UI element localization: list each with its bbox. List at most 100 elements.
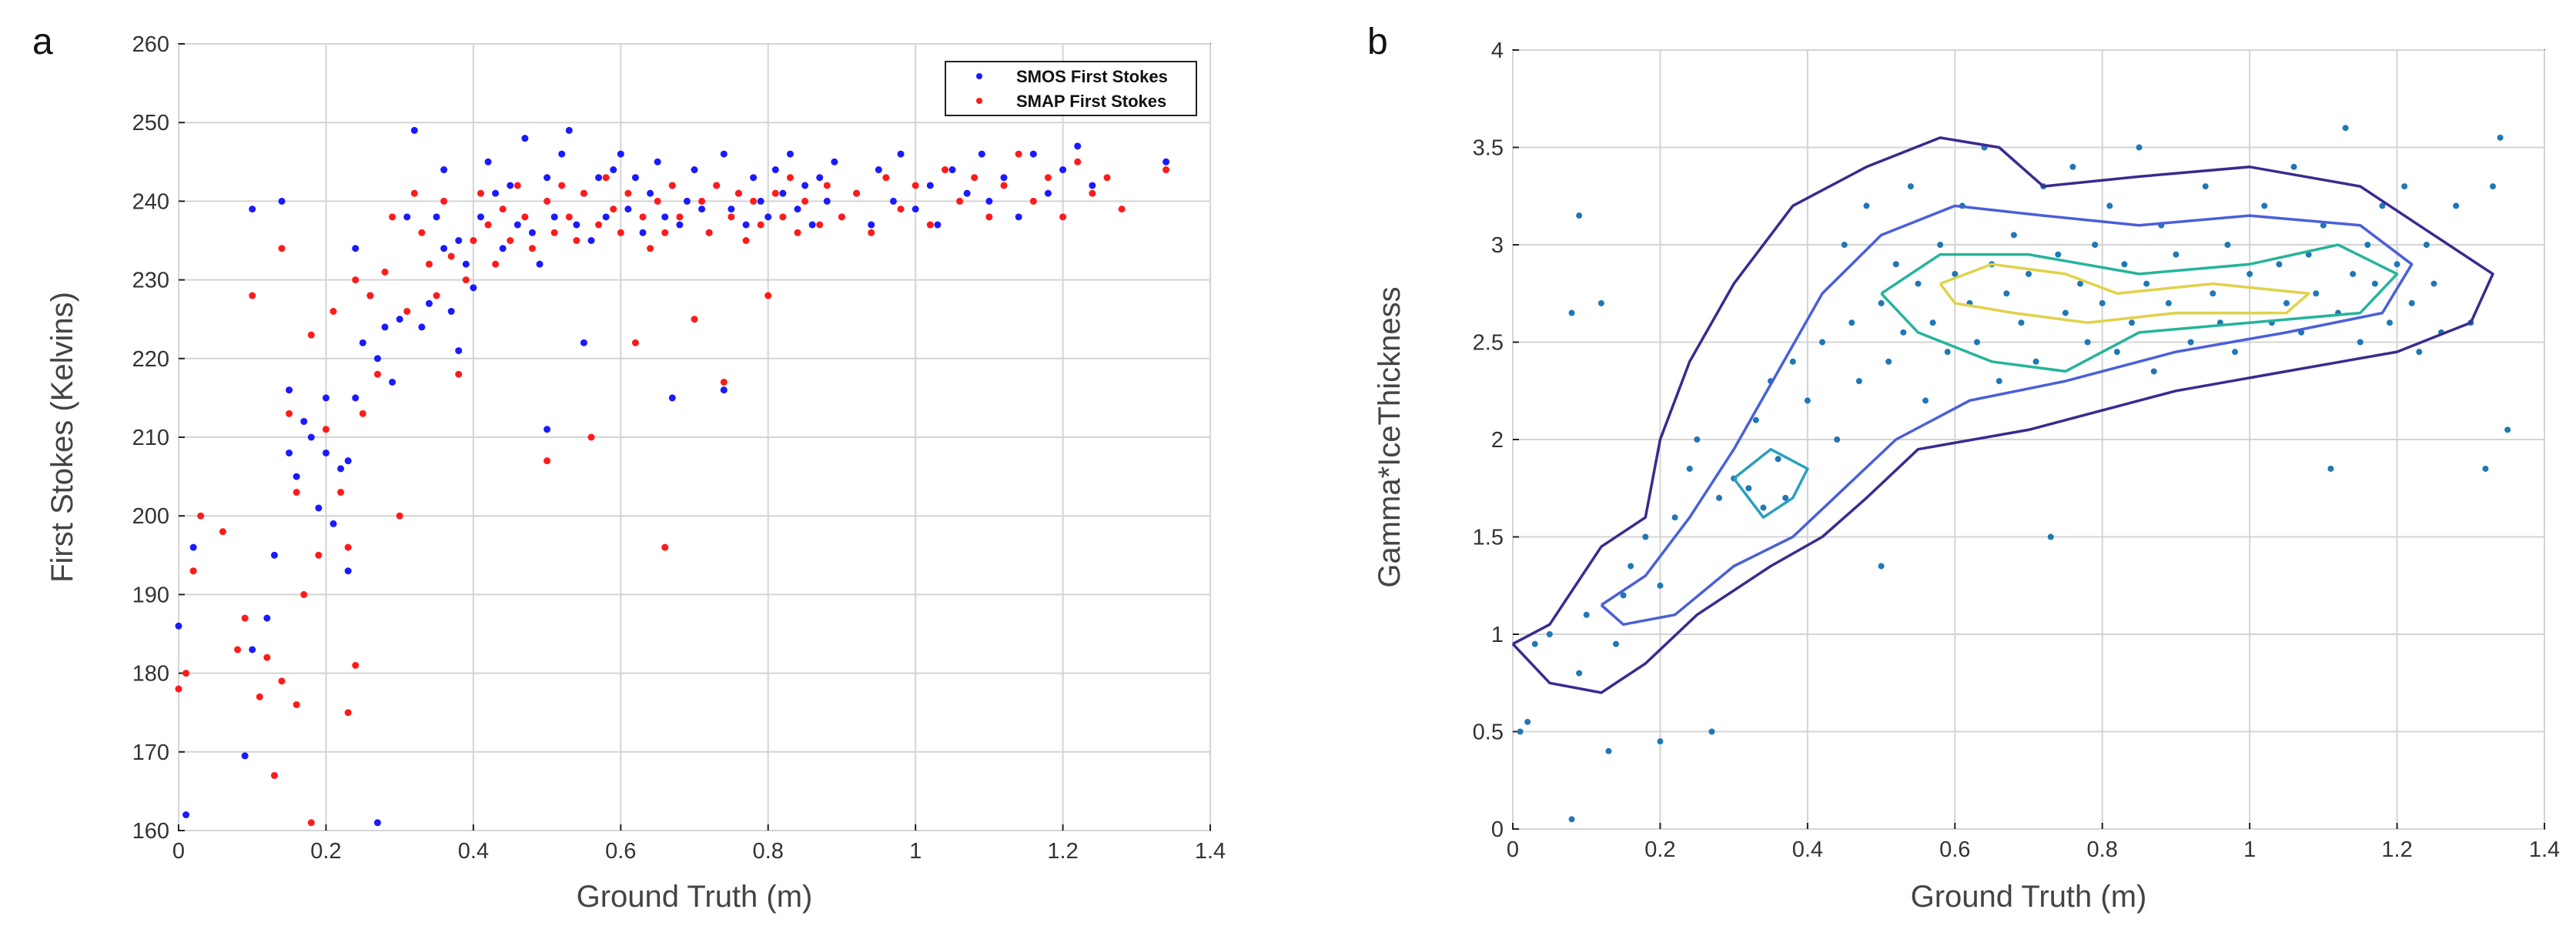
data-point	[647, 245, 654, 252]
data-point	[779, 189, 787, 197]
data-point	[344, 543, 352, 551]
data-point	[550, 229, 558, 236]
data-point	[691, 166, 698, 174]
data-point	[676, 221, 684, 229]
data-point	[2490, 183, 2496, 190]
data-point	[544, 457, 551, 465]
panel-a-y-label: First Stokes (Kelvins)	[45, 292, 79, 583]
data-point	[2416, 349, 2423, 356]
data-point	[2099, 299, 2106, 306]
data-point	[654, 197, 661, 205]
data-point	[668, 394, 676, 402]
data-point	[182, 811, 190, 819]
data-point	[2092, 242, 2099, 248]
data-point	[544, 426, 551, 433]
data-point	[580, 339, 587, 346]
data-point	[249, 206, 256, 213]
data-point	[477, 213, 484, 221]
data-point	[322, 449, 330, 456]
data-point	[278, 197, 286, 205]
data-point	[1775, 456, 1781, 463]
data-point	[396, 512, 403, 520]
data-point	[2357, 339, 2364, 346]
panel-a: a 0 0.2 0.4 0.6 0.8 1 1.2 1.4 160 170 180 190 200 21…	[32, 22, 1226, 914]
data-point	[2121, 261, 2128, 268]
data-point	[1163, 166, 1170, 174]
data-point	[499, 245, 507, 252]
y-tick-label: 190	[132, 583, 169, 607]
data-point	[521, 213, 529, 221]
data-point	[2387, 319, 2393, 326]
data-point	[1841, 242, 1848, 248]
data-point	[2423, 242, 2430, 248]
data-point	[764, 213, 772, 221]
data-point	[293, 489, 300, 496]
data-point	[823, 182, 831, 189]
data-point	[2283, 299, 2290, 306]
data-point	[344, 457, 352, 465]
data-point	[2032, 358, 2039, 365]
data-point	[462, 260, 470, 268]
data-point	[359, 410, 366, 417]
y-tick-label: 210	[132, 426, 169, 450]
data-point	[823, 197, 831, 205]
y-tick-label: 260	[132, 32, 169, 57]
data-point	[1855, 378, 1862, 385]
data-point	[337, 489, 345, 496]
data-point	[477, 189, 484, 197]
data-point	[249, 646, 256, 654]
data-point	[484, 158, 492, 165]
legend-marker-smap	[976, 98, 982, 104]
data-point	[1915, 280, 1922, 287]
data-point	[610, 166, 617, 174]
data-point	[1605, 747, 1612, 754]
data-point	[705, 229, 713, 236]
data-point	[2084, 339, 2091, 346]
data-point	[330, 520, 337, 527]
y-tick-label: 160	[132, 819, 169, 844]
x-tick-label: 0	[172, 839, 185, 864]
data-point	[455, 237, 463, 244]
data-point	[2210, 290, 2216, 297]
y-tick-label: 2	[1491, 428, 1504, 453]
data-point	[286, 410, 293, 417]
data-point	[1015, 213, 1022, 221]
data-point	[470, 237, 477, 244]
data-point	[2246, 270, 2253, 277]
data-point	[631, 339, 639, 346]
data-point	[1531, 640, 1538, 647]
data-point	[241, 614, 249, 622]
x-tick-label: 1.4	[1195, 839, 1226, 864]
data-point	[440, 197, 448, 205]
data-point	[1952, 270, 1959, 277]
data-point	[2047, 533, 2054, 540]
data-point	[455, 370, 463, 378]
panel-b-y-label: Gamma*IceThickness	[1373, 286, 1407, 587]
data-point	[801, 182, 809, 189]
data-point	[602, 213, 610, 221]
data-point	[330, 307, 337, 315]
data-point	[676, 213, 684, 221]
data-point	[1878, 299, 1885, 306]
data-point	[484, 221, 492, 229]
data-point	[1929, 319, 1936, 326]
data-point	[447, 307, 455, 315]
data-point	[602, 174, 610, 182]
data-point	[315, 551, 323, 559]
data-point	[2342, 125, 2349, 132]
data-point	[1782, 494, 1789, 501]
data-point	[2150, 368, 2157, 375]
data-point	[2482, 465, 2489, 472]
x-tick-label: 1.2	[1047, 839, 1078, 864]
data-point	[1015, 150, 1022, 158]
data-point	[2350, 270, 2357, 277]
data-point	[2408, 299, 2415, 306]
data-point	[838, 213, 845, 221]
data-point	[433, 292, 440, 299]
data-point	[2026, 270, 2032, 277]
data-point	[418, 323, 426, 331]
panel-b-x-label: Ground Truth (m)	[1911, 880, 2147, 914]
data-point	[2394, 261, 2400, 268]
data-point	[1907, 183, 1914, 190]
data-point	[433, 213, 440, 221]
